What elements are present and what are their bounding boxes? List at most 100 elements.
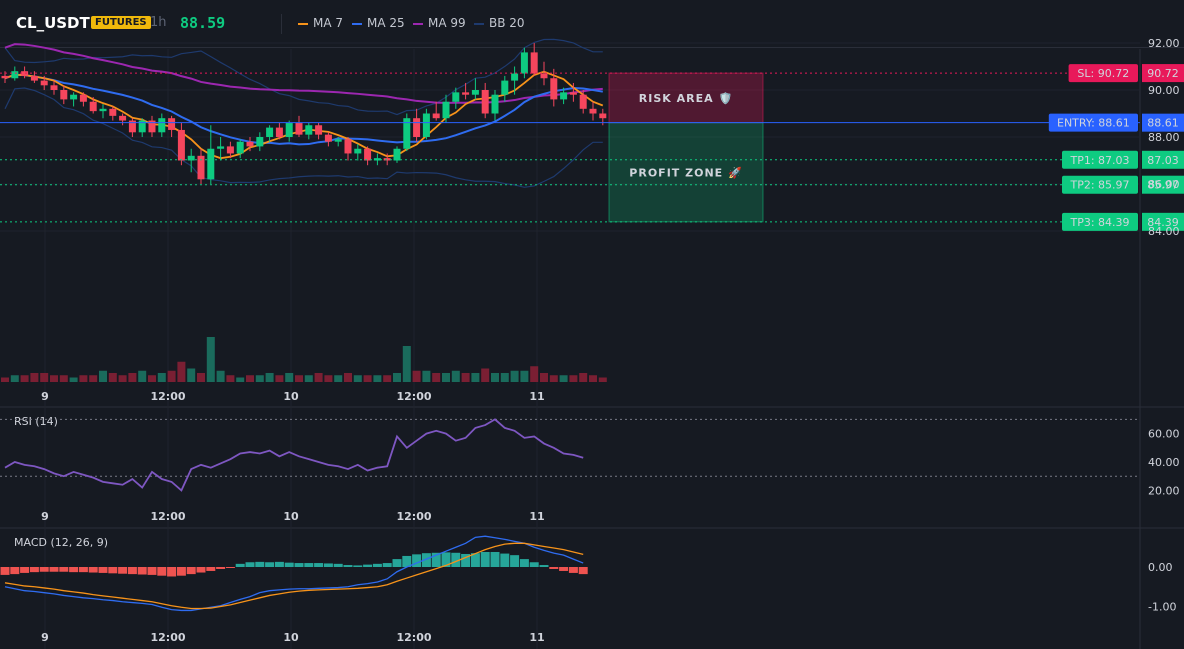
macd-hist-bar [519, 559, 529, 567]
time-tick: 11 [529, 631, 544, 644]
macd-hist-bar [421, 553, 431, 567]
macd-pane: MACD (12, 26, 9) 0.00 -1.00 [0, 535, 1176, 614]
time-tick: 12:00 [150, 510, 185, 523]
macd-hist-bar [10, 567, 20, 575]
macd-signal-line [4, 542, 584, 610]
level-axis-bg [1142, 212, 1184, 231]
volume-bar [40, 373, 49, 382]
candle-body [501, 80, 509, 95]
ma25-swatch-icon [352, 22, 362, 25]
volume-bar [148, 375, 156, 382]
candle-body [21, 71, 29, 76]
candle-body [344, 139, 352, 154]
ma99-line [4, 43, 603, 104]
time-tick: 12:00 [150, 390, 185, 403]
macd-hist-bar [578, 567, 588, 575]
price-tick: 88.00 [1148, 131, 1180, 144]
level-axis-bg [1142, 175, 1184, 194]
macd-hist-bar [363, 564, 373, 567]
candle-body [11, 71, 19, 79]
level-axis-bg [1142, 150, 1184, 169]
interval-label[interactable]: 1h [150, 15, 167, 30]
price-tick: 86.00 [1148, 178, 1180, 191]
macd-tick: -1.00 [1148, 601, 1176, 614]
bb-upper-band [4, 38, 603, 116]
macd-hist-bar [392, 559, 402, 567]
candle-body [481, 90, 489, 114]
rsi-line [4, 418, 584, 492]
volume-bar [520, 370, 529, 382]
futures-badge: FUTURES [91, 16, 151, 29]
time-tick: 12:00 [396, 631, 431, 644]
candle-body [589, 108, 597, 114]
volume-bar [334, 375, 343, 382]
candle-body [70, 94, 78, 100]
volume-bar [255, 375, 264, 382]
macd-hist-bar [118, 567, 128, 574]
macd-hist-bar [265, 562, 275, 567]
macd-hist-bar [20, 567, 30, 573]
candle-body [285, 122, 293, 137]
legend-ma7[interactable]: MA 7 [298, 16, 343, 30]
legend-ma99[interactable]: MA 99 [413, 16, 466, 30]
profit-zone-label: PROFIT ZONE 🚀 [629, 166, 742, 179]
bb-lower-band [4, 87, 603, 188]
macd-hist-bar [69, 567, 79, 573]
volume-bar [530, 366, 539, 382]
macd-hist-bar [402, 555, 412, 567]
volume-bar [393, 373, 401, 382]
candle-body [334, 139, 342, 142]
level-tag-bg [1062, 212, 1138, 231]
volume-bar [579, 373, 588, 382]
volume-bar [461, 373, 470, 382]
macd-hist-bar [108, 567, 118, 574]
candle-body [491, 94, 499, 114]
volume-bar [50, 375, 58, 382]
macd-hist-bar [255, 561, 265, 567]
legend-ma7-label: MA 7 [313, 16, 344, 30]
legend-bb20[interactable]: BB 20 [474, 16, 525, 30]
candle-body [540, 73, 548, 79]
candle-body [1, 75, 9, 79]
candle-body [403, 118, 411, 149]
candle-body [579, 94, 587, 109]
candle-body [520, 52, 528, 74]
volume-bar [549, 375, 558, 382]
time-tick: 9 [41, 631, 49, 644]
macd-hist-bar [333, 563, 343, 567]
macd-hist-bar [245, 562, 255, 567]
candle-body [187, 155, 195, 161]
legend-ma25[interactable]: MA 25 [352, 16, 405, 30]
candle-body [413, 118, 421, 137]
level-tag-text: TP3: 84.39 [1069, 216, 1129, 229]
volume-bar [108, 373, 117, 382]
candle-body [40, 80, 48, 86]
trade-zones: RISK AREA 🛡️ PROFIT ZONE 🚀 [608, 72, 764, 223]
volume-bar [167, 370, 176, 382]
volume-bar [216, 370, 225, 382]
macd-hist-bar [451, 552, 461, 567]
macd-hist-bar [510, 555, 520, 567]
candle-body [236, 141, 244, 154]
macd-hist-bar [29, 567, 39, 573]
candle-body [599, 113, 607, 119]
volume-bar [471, 373, 480, 382]
risk-area-zone [608, 72, 764, 124]
volume-bar [295, 375, 303, 382]
risk-area-label: RISK AREA 🛡️ [639, 92, 733, 105]
bb20-swatch-icon [474, 22, 484, 25]
symbol-name[interactable]: CL_USDT [16, 14, 90, 32]
volume-bar [285, 373, 294, 382]
level-tag-text: TP2: 85.97 [1069, 179, 1129, 192]
legend-bb20-label: BB 20 [489, 16, 525, 30]
volume-bar [118, 375, 127, 382]
candle-body [266, 127, 274, 137]
volume-bar [304, 375, 313, 382]
candle-body [560, 92, 568, 100]
volume-bar [500, 373, 509, 382]
level-tag-bg [1062, 150, 1138, 169]
level-axis-bg [1142, 113, 1184, 132]
level-tag-text: TP1: 87.03 [1069, 154, 1129, 167]
